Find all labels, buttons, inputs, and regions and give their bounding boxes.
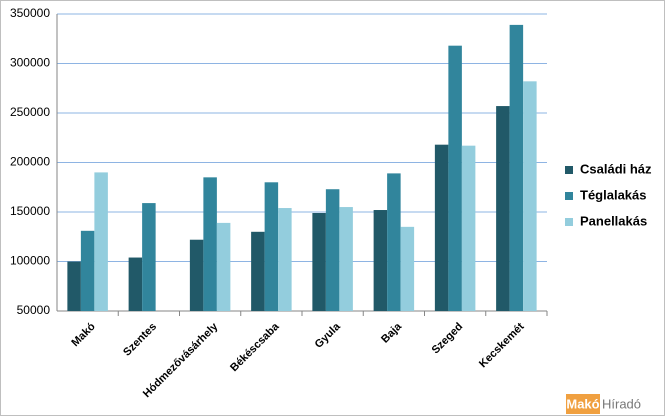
- bar: [448, 45, 462, 312]
- y-tick-label: 250000: [10, 105, 50, 119]
- bar: [80, 230, 95, 311]
- bar: [251, 231, 265, 311]
- y-tick-label: 50000: [17, 303, 51, 317]
- bar: [461, 145, 476, 311]
- bar: [128, 257, 143, 311]
- y-tick-label: 150000: [10, 204, 50, 218]
- legend-label: Családi ház: [580, 161, 652, 176]
- y-tick-label: 100000: [10, 254, 50, 268]
- bar: [325, 189, 340, 311]
- bar: [400, 226, 415, 311]
- bar: [94, 172, 108, 311]
- legend-label: Panellakás: [580, 213, 647, 228]
- bar: [278, 208, 292, 311]
- legend-swatch: [565, 218, 573, 226]
- bar: [496, 106, 510, 311]
- bar: [523, 81, 537, 311]
- watermark-brand: Makó: [566, 396, 599, 411]
- bar: [264, 182, 279, 311]
- watermark-badge: [566, 394, 600, 414]
- legend-swatch: [565, 192, 573, 200]
- watermark-suffix: Híradó: [602, 396, 641, 411]
- bar: [189, 239, 204, 311]
- watermark: Makó Híradó: [566, 394, 641, 414]
- legend-swatch: [565, 166, 573, 174]
- bar: [312, 212, 326, 311]
- bar: [373, 210, 388, 311]
- y-tick-label: 200000: [10, 155, 50, 169]
- legend: Családi ház Téglalakás Panellakás: [565, 161, 652, 228]
- bar: [216, 222, 231, 311]
- legend-label: Téglalakás: [580, 187, 647, 202]
- bar: [509, 24, 524, 311]
- bar: [67, 261, 81, 311]
- bar: [142, 203, 156, 311]
- bar: [339, 207, 353, 311]
- bar: [203, 177, 217, 311]
- bar: [434, 144, 449, 311]
- y-tick-label: 350000: [10, 6, 50, 20]
- y-tick-label: 300000: [10, 56, 50, 70]
- bar: [387, 173, 401, 311]
